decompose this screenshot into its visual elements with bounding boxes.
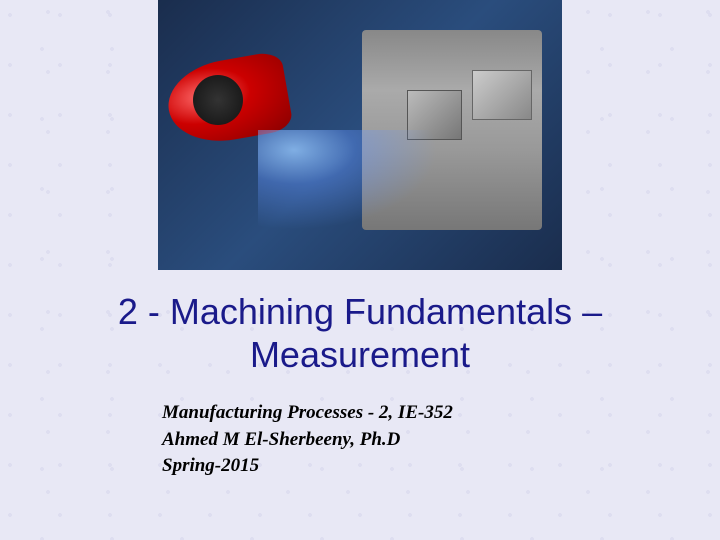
- slide-title: 2 - Machining Fundamentals – Measurement: [0, 290, 720, 376]
- spindle-chuck: [193, 75, 243, 125]
- term-info: Spring-2015: [162, 455, 259, 476]
- machining-sparks: [258, 130, 438, 230]
- course-info: Manufacturing Processes - 2, IE-352: [162, 402, 453, 423]
- workpiece-block-1: [472, 70, 532, 120]
- title-line-1: 2 - Machining Fundamentals –: [118, 291, 602, 332]
- title-line-2: Measurement: [250, 334, 470, 375]
- hero-image: [158, 0, 562, 270]
- slide-subtitle: Manufacturing Processes - 2, IE-352 Ahme…: [162, 400, 453, 480]
- author-info: Ahmed M El-Sherbeeny, Ph.D: [162, 429, 400, 450]
